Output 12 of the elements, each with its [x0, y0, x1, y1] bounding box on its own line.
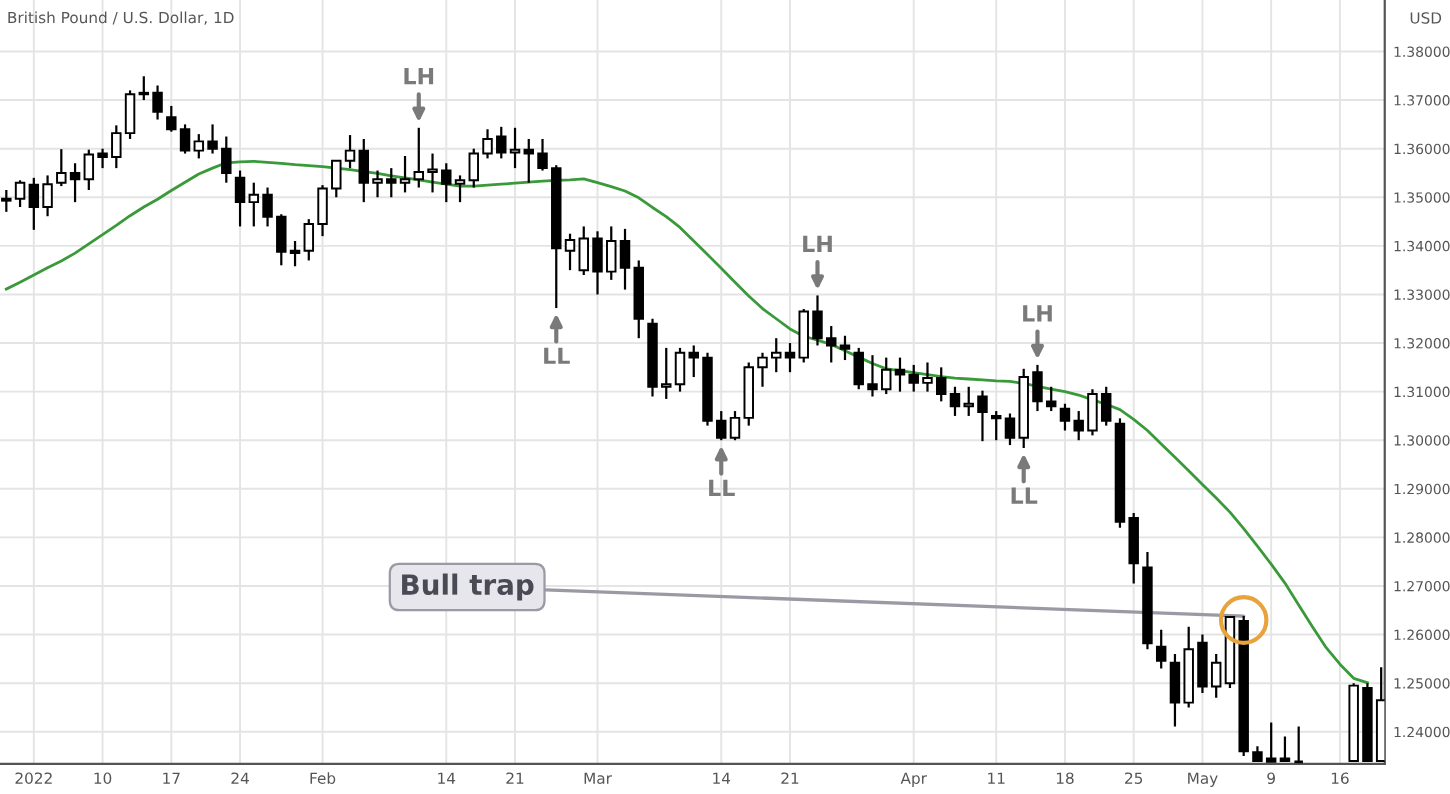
annotation: LL: [709, 479, 735, 496]
candlestick: [1142, 550, 1153, 651]
annotation: LH: [404, 68, 434, 85]
candlestick: [674, 346, 686, 393]
annotation: LL: [544, 347, 570, 364]
candlestick: [633, 259, 644, 340]
annotation: LH: [1023, 305, 1052, 322]
annotation: LL: [1011, 487, 1038, 504]
annotation: Bull trap: [402, 573, 534, 601]
annotation: LH: [803, 235, 832, 252]
candlestick: [1279, 735, 1291, 762]
candlestick: [1293, 725, 1305, 764]
